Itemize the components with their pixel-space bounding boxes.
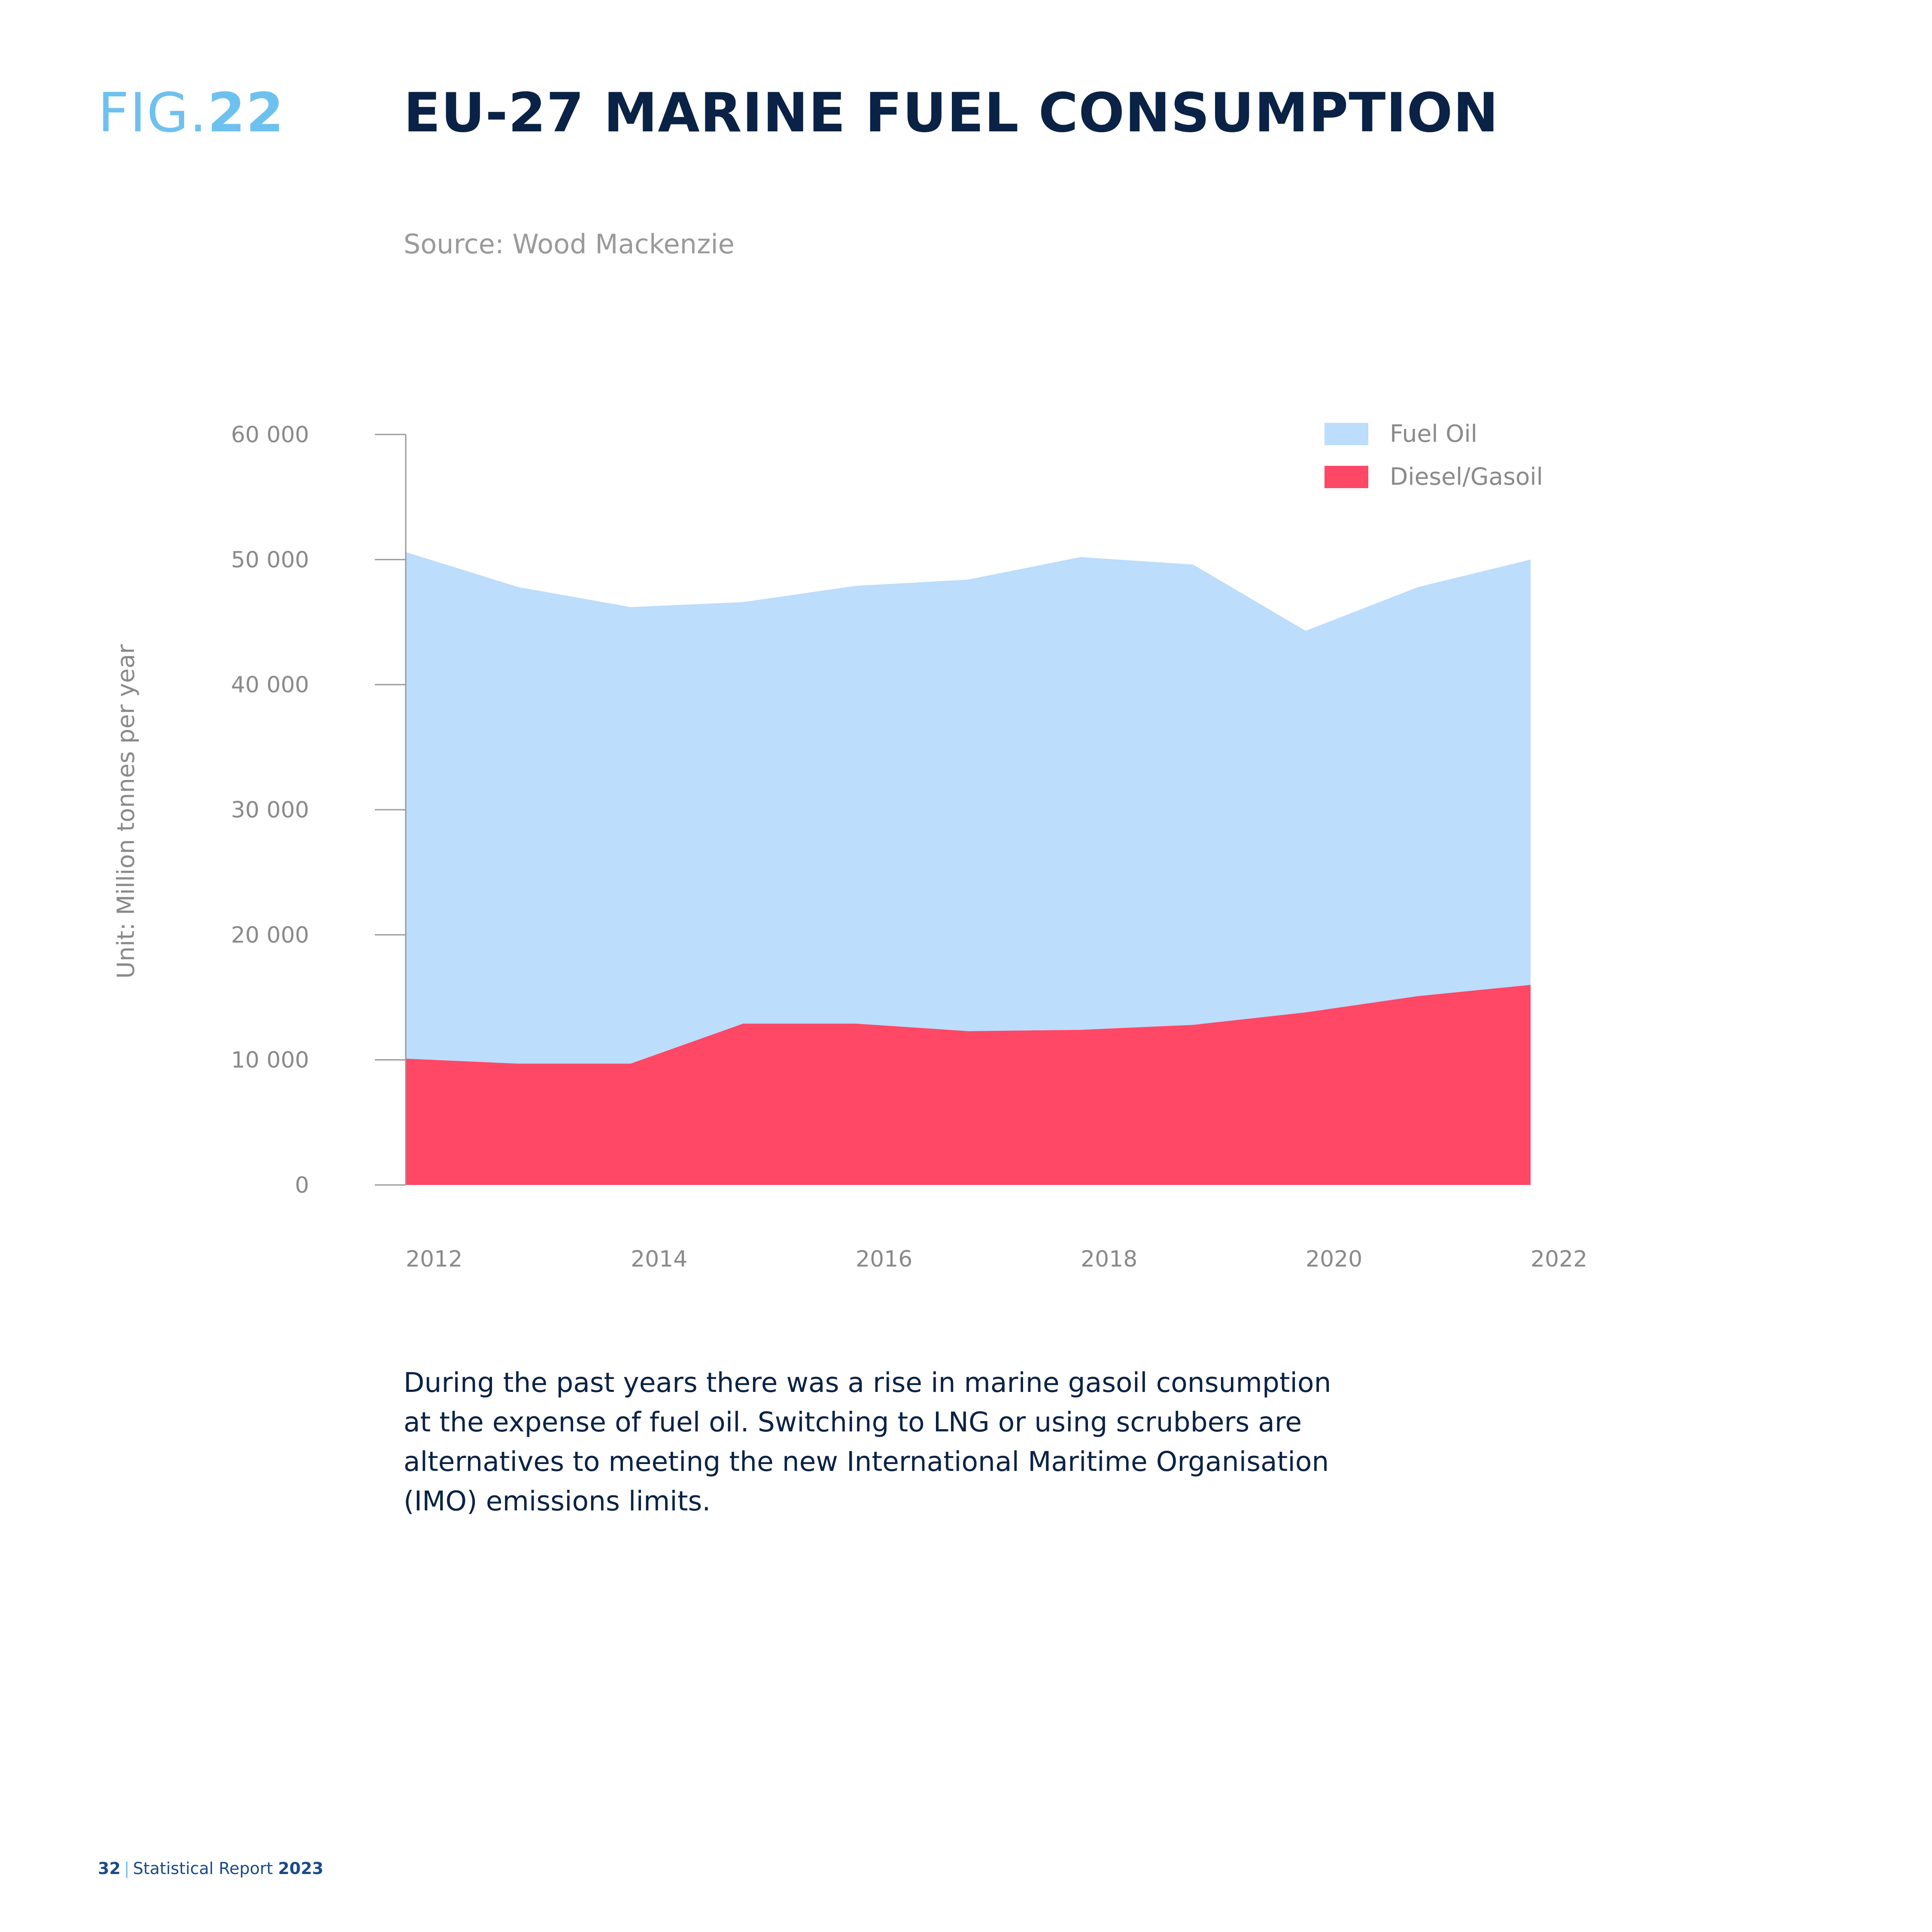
x-tick-label: 2018 <box>1081 1246 1137 1272</box>
report-name: Statistical Report <box>133 1859 273 1878</box>
y-tick-label: 0 <box>295 1173 309 1198</box>
y-axis-label: Unit: Million tonnes per year <box>112 644 140 978</box>
x-tick-label: 2012 <box>406 1246 462 1272</box>
y-axis <box>375 434 407 1186</box>
chart-title: EU-27 MARINE FUEL CONSUMPTION <box>404 81 1499 144</box>
x-tick-label: 2014 <box>631 1246 687 1272</box>
legend-label-diesel-gasoil: Diesel/Gasoil <box>1390 463 1543 490</box>
area-diesel-gasoil <box>406 984 1531 1185</box>
y-tick-label: 10 000 <box>231 1048 309 1073</box>
x-tick-label: 2016 <box>856 1246 912 1272</box>
report-year: 2023 <box>278 1859 324 1878</box>
figure-number-value: 22 <box>207 81 285 144</box>
x-tick-label: 2020 <box>1306 1246 1362 1272</box>
figure-number: FIG.22 <box>98 86 285 140</box>
y-tick-label: 20 000 <box>231 922 309 948</box>
area-fuel-oil <box>406 552 1531 1064</box>
chart-source: Source: Wood Mackenzie <box>404 228 735 260</box>
y-tick-label: 30 000 <box>231 797 309 823</box>
footer-separator: | <box>124 1859 130 1878</box>
legend: Fuel Oil Diesel/Gasoil <box>1324 420 1543 490</box>
x-tick-labels: 2012 2014 2016 2018 2020 2022 <box>406 1246 1587 1272</box>
y-tick-label: 50 000 <box>231 547 309 573</box>
page-footer: 32 | Statistical Report 2023 <box>98 1859 323 1878</box>
legend-label-fuel-oil: Fuel Oil <box>1390 420 1477 447</box>
legend-swatch-diesel-gasoil <box>1324 466 1368 488</box>
page-number: 32 <box>98 1859 121 1878</box>
legend-swatch-fuel-oil <box>1324 423 1368 445</box>
figure-caption: During the past years there was a rise i… <box>404 1367 1331 1517</box>
area-chart: 0 10 000 20 000 30 000 40 000 50 000 60 000 20… <box>112 420 1587 1272</box>
y-tick-label: 40 000 <box>231 672 309 698</box>
chart-areas <box>406 552 1531 1185</box>
y-tick-label: 60 000 <box>231 422 309 448</box>
figure-prefix: FIG. <box>98 81 208 144</box>
x-tick-label: 2022 <box>1531 1246 1587 1272</box>
y-tick-labels: 0 10 000 20 000 30 000 40 000 50 000 60 000 <box>231 422 309 1198</box>
